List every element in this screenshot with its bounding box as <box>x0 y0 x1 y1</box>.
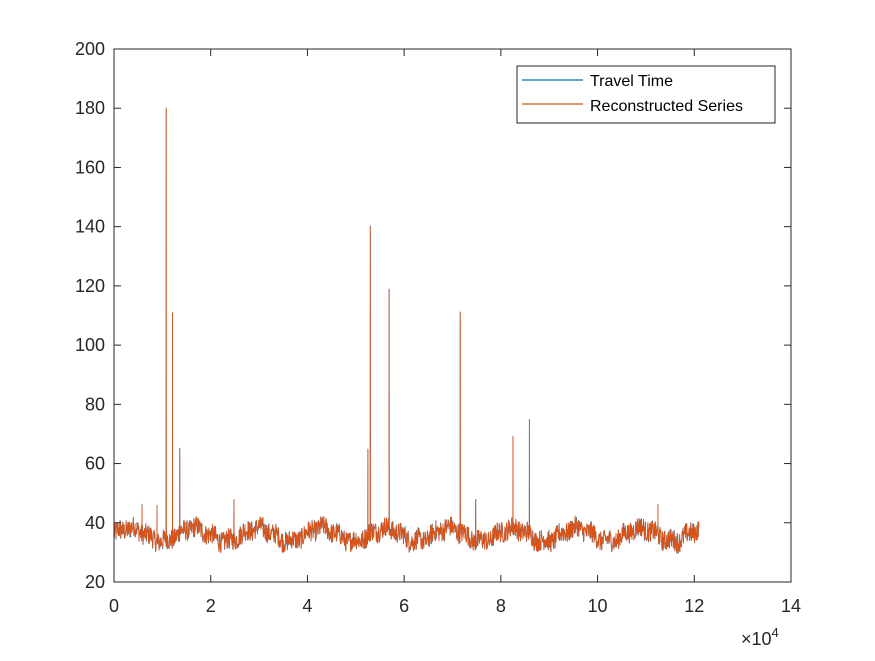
x-tick-label: 8 <box>496 596 506 616</box>
x-axis-exponent: ×104 <box>741 625 779 649</box>
x-axis-exponent-power: 4 <box>772 625 779 640</box>
y-tick-label: 100 <box>75 335 105 355</box>
y-tick-label: 60 <box>85 454 105 474</box>
series-layer <box>114 108 700 554</box>
y-tick-label: 20 <box>85 572 105 592</box>
y-tick-label: 40 <box>85 513 105 533</box>
y-tick-label: 140 <box>75 217 105 237</box>
x-tick-label: 2 <box>206 596 216 616</box>
y-axis: 20 40 60 80 100 120 140 160 180 200 <box>75 39 791 592</box>
x-tick-label: 14 <box>781 596 801 616</box>
legend: Travel Time Reconstructed Series <box>516 65 776 124</box>
x-tick-label: 0 <box>109 596 119 616</box>
plot-area <box>114 49 791 582</box>
axes-box <box>113 48 792 583</box>
x-tick-label: 10 <box>588 596 608 616</box>
x-axis: 0 2 4 6 8 10 12 14 <box>109 49 801 616</box>
y-tick-label: 180 <box>75 98 105 118</box>
y-tick-label: 160 <box>75 157 105 177</box>
y-tick-label: 120 <box>75 276 105 296</box>
x-tick-label: 12 <box>684 596 704 616</box>
legend-label-reconstructed-series: Reconstructed Series <box>590 98 743 115</box>
series-line-reconstructed-series <box>114 108 700 554</box>
x-tick-label: 6 <box>399 596 409 616</box>
x-axis-exponent-base: ×10 <box>741 629 772 649</box>
axes-frame <box>113 48 792 583</box>
legend-label-travel-time: Travel Time <box>590 73 673 90</box>
legend-box <box>516 65 776 124</box>
y-tick-label: 200 <box>75 39 105 59</box>
y-tick-label: 80 <box>85 394 105 414</box>
x-tick-label: 4 <box>302 596 312 616</box>
